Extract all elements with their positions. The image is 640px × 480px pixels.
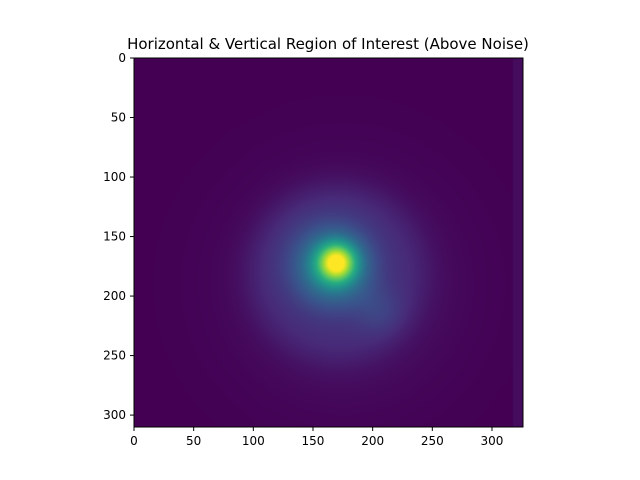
- x-tick-label: 50: [186, 434, 201, 448]
- x-tick-label: 100: [242, 434, 265, 448]
- heatmap-image: [134, 58, 523, 427]
- y-tick-label: 200: [103, 289, 126, 303]
- y-tick-label: 250: [103, 349, 126, 363]
- y-tick-label: 100: [103, 170, 126, 184]
- y-tick-label: 50: [111, 111, 126, 125]
- x-tick-label: 250: [421, 434, 444, 448]
- x-axis: 0 50 100 150 200 250 300: [130, 427, 503, 448]
- chart-title: Horizontal & Vertical Region of Interest…: [127, 35, 529, 53]
- heatmap-area: [133, 57, 524, 428]
- y-tick-label: 300: [103, 408, 126, 422]
- y-tick-label: 150: [103, 230, 126, 244]
- y-tick-label: 0: [118, 51, 126, 65]
- x-tick-label: 150: [302, 434, 325, 448]
- plot-frame: [133, 57, 524, 428]
- x-tick-label: 200: [361, 434, 384, 448]
- x-tick-label: 0: [130, 434, 138, 448]
- y-axis: 0 50 100 150 200 250 300: [103, 51, 134, 422]
- x-tick-label: 300: [481, 434, 504, 448]
